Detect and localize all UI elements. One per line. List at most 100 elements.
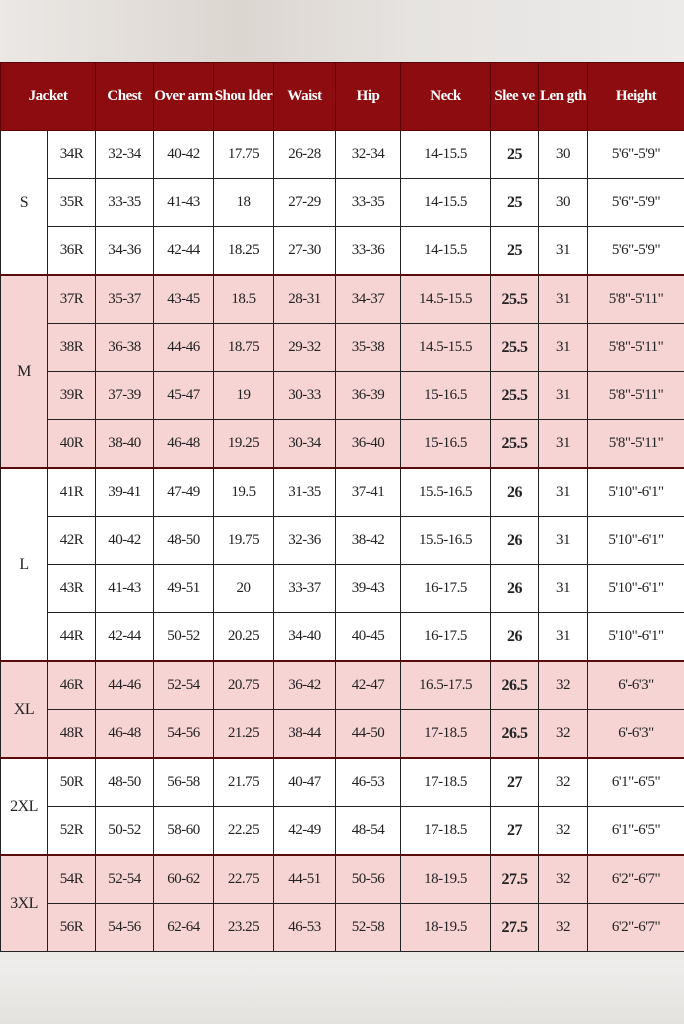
cell-waist: 44-51 [273,854,336,904]
cell-shoulder: 18.25 [213,226,274,276]
header-row: Jacket Chest Over arm Shou lder Waist Hip Neck… [0,62,684,131]
cell-shoulder: 19.5 [213,467,274,517]
cell-sleeve: 25 [490,226,539,276]
cell-chest: 42-44 [95,612,154,662]
cell-neck: 14-15.5 [400,178,491,227]
cell-length: 31 [538,612,588,662]
cell-waist: 42-49 [273,806,336,856]
header-len-gth: Len gth [538,62,588,131]
table-row: S 34R 32-34 40-42 17.75 26-28 32-34 14-15.5 25 30… [0,130,684,276]
cell-hip: 38-42 [335,516,401,565]
table-row: 35R 33-35 41-43 18 27-29 33-35 14-15.5 25 30 5'6"… [1,178,684,227]
cell-waist: 34-40 [273,612,336,662]
cell-shoulder: 21.75 [213,757,274,807]
group-label: S [0,130,48,276]
table-row: 39R 37-39 45-47 19 30-33 36-39 15-16.5 25.5 31 5'… [1,371,684,420]
cell-size: 42R [47,516,96,565]
table-row: 42R 40-42 48-50 19.75 32-36 38-42 15.5-16.5 26 3… [1,516,684,565]
cell-size: 40R [47,419,96,469]
table-row: 40R 38-40 46-48 19.25 30-34 36-40 15-16.5 25.5 3… [1,419,684,469]
cell-hip: 40-45 [335,612,401,662]
cell-shoulder: 18 [213,178,274,227]
cell-shoulder: 19 [213,371,274,420]
cell-height: 5'10"-6'1" [587,516,684,565]
cell-neck: 14.5-15.5 [400,323,491,372]
cell-height: 5'10"-6'1" [587,612,684,662]
cell-hip: 33-35 [335,178,401,227]
cell-waist: 29-32 [273,323,336,372]
cell-overarm: 41-43 [153,178,214,227]
cell-waist: 30-34 [273,419,336,469]
cell-hip: 52-58 [335,903,401,952]
cell-chest: 48-50 [95,757,154,807]
cell-neck: 18-19.5 [400,854,491,904]
background-photo-bottom [0,960,684,1024]
group-label: L [0,467,48,662]
header-slee-ve: Slee ve [490,62,539,131]
cell-sleeve: 26.5 [490,709,539,759]
cell-length: 31 [538,323,588,372]
background-photo-top [0,0,684,62]
cell-size: 44R [47,612,96,662]
cell-size: 41R [47,467,96,517]
cell-waist: 27-29 [273,178,336,227]
cell-overarm: 44-46 [153,323,214,372]
cell-chest: 36-38 [95,323,154,372]
table-row: 38R 36-38 44-46 18.75 29-32 35-38 14.5-15.5 25.… [1,323,684,372]
header-waist: Waist [273,62,336,131]
size-chart-table: Jacket Chest Over arm Shou lder Waist Hip Neck… [0,62,684,952]
cell-size: 54R [47,854,96,904]
cell-sleeve: 26.5 [490,660,539,710]
header-hip: Hip [335,62,401,131]
cell-neck: 14.5-15.5 [400,274,491,324]
table-row: 3XL 54R 52-54 60-62 22.75 44-51 50-56 18-19.5 27… [0,854,684,952]
group-label: M [0,274,48,469]
cell-overarm: 43-45 [153,274,214,324]
cell-overarm: 58-60 [153,806,214,856]
cell-size: 35R [47,178,96,227]
cell-length: 30 [538,178,588,227]
cell-chest: 44-46 [95,660,154,710]
cell-hip: 42-47 [335,660,401,710]
cell-shoulder: 20.75 [213,660,274,710]
cell-length: 31 [538,371,588,420]
cell-hip: 32-34 [335,130,401,179]
cell-neck: 15-16.5 [400,419,491,469]
cell-hip: 46-53 [335,757,401,807]
cell-hip: 36-39 [335,371,401,420]
cell-height: 5'10"-6'1" [587,467,684,517]
cell-length: 31 [538,467,588,517]
header-over-arm: Over arm [153,62,214,131]
cell-height: 6'2"-6'7" [587,854,684,904]
cell-waist: 38-44 [273,709,336,759]
cell-sleeve: 27.5 [490,903,539,952]
table-row: 48R 46-48 54-56 21.25 38-44 44-50 17-18.5 26.5 3… [1,709,684,759]
cell-hip: 33-36 [335,226,401,276]
cell-height: 5'8"-5'11" [587,419,684,469]
cell-sleeve: 27 [490,757,539,807]
cell-neck: 16-17.5 [400,612,491,662]
cell-overarm: 54-56 [153,709,214,759]
cell-overarm: 60-62 [153,854,214,904]
cell-neck: 15.5-16.5 [400,467,491,517]
cell-sleeve: 26 [490,467,539,517]
cell-length: 32 [538,806,588,856]
cell-neck: 14-15.5 [400,226,491,276]
cell-hip: 44-50 [335,709,401,759]
cell-neck: 17-18.5 [400,757,491,807]
cell-chest: 52-54 [95,854,154,904]
cell-neck: 17-18.5 [400,709,491,759]
cell-sleeve: 25.5 [490,371,539,420]
cell-chest: 50-52 [95,806,154,856]
cell-size: 46R [47,660,96,710]
cell-length: 31 [538,274,588,324]
cell-overarm: 45-47 [153,371,214,420]
header-chest: Chest [95,62,154,131]
cell-length: 31 [538,419,588,469]
cell-size: 34R [47,130,96,179]
table-row: 44R 42-44 50-52 20.25 34-40 40-45 16-17.5 26 31 5… [1,612,684,662]
cell-neck: 16.5-17.5 [400,660,491,710]
cell-chest: 46-48 [95,709,154,759]
cell-neck: 14-15.5 [400,130,491,179]
cell-overarm: 49-51 [153,564,214,613]
